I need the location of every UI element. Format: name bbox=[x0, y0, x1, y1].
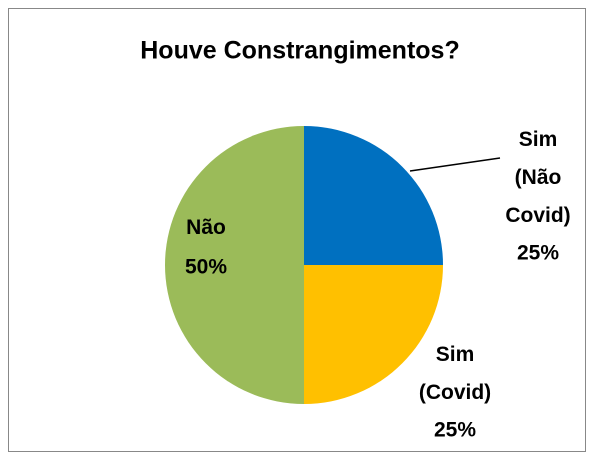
pie-slice bbox=[304, 126, 443, 265]
chart-title: Houve Constrangimentos? bbox=[140, 37, 459, 65]
category-label: Sim (Covid) bbox=[419, 343, 491, 404]
leader-line bbox=[409, 157, 501, 172]
pie-slice bbox=[304, 265, 443, 404]
category-label: Não bbox=[186, 216, 226, 239]
label-line: (Não bbox=[515, 166, 562, 189]
pie-slice bbox=[165, 126, 304, 404]
value-label: 25% bbox=[517, 242, 559, 265]
label-line: (Covid) bbox=[419, 381, 491, 404]
value-label: 50% bbox=[185, 256, 227, 279]
category-label: Sim (Não Covid) bbox=[505, 128, 570, 227]
label-line: Sim bbox=[436, 343, 475, 366]
label-line: Covid) bbox=[505, 204, 570, 227]
label-line: Sim bbox=[519, 128, 558, 151]
label-line: Não bbox=[186, 216, 226, 239]
value-label: 25% bbox=[434, 419, 476, 442]
